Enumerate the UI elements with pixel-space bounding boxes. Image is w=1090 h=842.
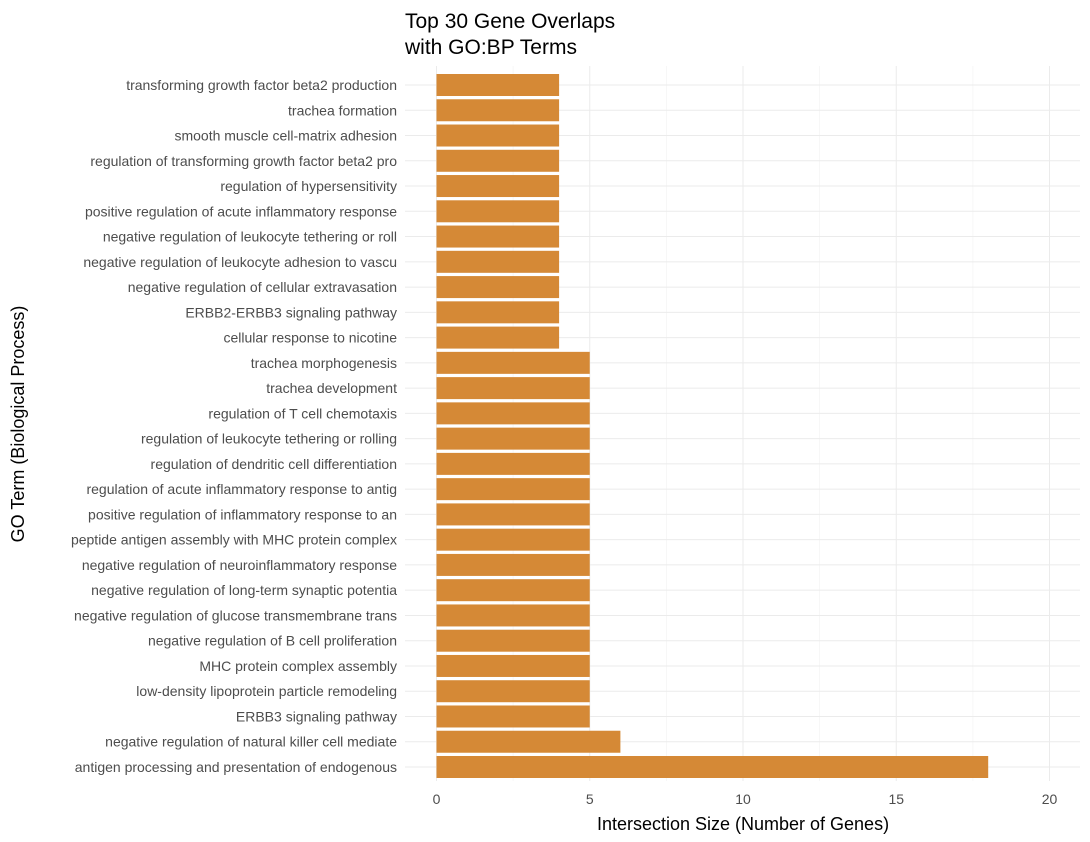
chart-title-line-1: Top 30 Gene Overlaps: [405, 10, 615, 33]
y-tick-label: regulation of acute inflammatory respons…: [86, 481, 397, 497]
bar: [436, 756, 989, 778]
bar: [436, 326, 560, 349]
y-tick-label: antigen processing and presentation of e…: [75, 759, 397, 775]
y-tick-label: ERBB2-ERBB3 signaling pathway: [185, 304, 397, 320]
y-tick-label: low-density lipoprotein particle remodel…: [136, 683, 397, 699]
y-tick-label: negative regulation of natural killer ce…: [105, 734, 397, 750]
x-tick-label: 20: [1042, 791, 1058, 807]
y-tick-label: MHC protein complex assembly: [199, 658, 397, 674]
y-tick-label: negative regulation of leukocyte adhesio…: [83, 254, 397, 270]
y-tick-label: regulation of leukocyte tethering or rol…: [141, 431, 397, 447]
bar: [436, 200, 560, 223]
y-tick-label: negative regulation of leukocyte tetheri…: [103, 229, 397, 245]
x-tick-labels: 0 5 10 15 20: [433, 791, 1058, 807]
bar: [436, 579, 590, 602]
bar: [436, 377, 590, 400]
y-tick-label: transforming growth factor beta2 product…: [126, 77, 397, 93]
y-tick-labels: transforming growth factor beta2 product…: [71, 77, 397, 775]
bar: [436, 175, 560, 198]
y-tick-label: regulation of T cell chemotaxis: [208, 405, 397, 421]
bar: [436, 402, 590, 425]
x-tick-label: 10: [735, 791, 751, 807]
bar: [436, 301, 560, 324]
bar: [436, 427, 590, 450]
y-tick-label: peptide antigen assembly with MHC protei…: [71, 532, 397, 548]
y-tick-label: positive regulation of acute inflammator…: [85, 203, 397, 219]
y-tick-label: trachea development: [266, 380, 397, 396]
bar: [436, 604, 590, 627]
y-tick-label: trachea formation: [288, 102, 397, 118]
y-tick-label: negative regulation of B cell proliferat…: [148, 633, 397, 649]
bar: [436, 124, 560, 147]
bars: [436, 74, 989, 778]
bar: [436, 730, 621, 753]
x-tick-label: 15: [888, 791, 904, 807]
y-tick-label: trachea morphogenesis: [251, 355, 397, 371]
y-tick-label: regulation of hypersensitivity: [220, 178, 397, 194]
y-tick-label: positive regulation of inflammatory resp…: [88, 506, 397, 522]
bar: [436, 654, 590, 677]
y-tick-label: regulation of transforming growth factor…: [90, 153, 397, 169]
y-tick-label: ERBB3 signaling pathway: [236, 708, 397, 724]
y-tick-label: negative regulation of long-term synapti…: [91, 582, 397, 598]
bar: [436, 629, 590, 652]
bar: [436, 276, 560, 299]
y-tick-label: smooth muscle cell-matrix adhesion: [174, 128, 397, 144]
y-tick-label: regulation of dendritic cell differentia…: [151, 456, 397, 472]
bar: [436, 680, 590, 703]
x-axis-title: Intersection Size (Number of Genes): [597, 814, 889, 834]
x-tick-label: 5: [586, 791, 594, 807]
bar: [436, 503, 590, 526]
bar: [436, 528, 590, 551]
y-tick-label: negative regulation of neuroinflammatory…: [82, 557, 397, 573]
bar: [436, 553, 590, 576]
y-tick-label: negative regulation of cellular extravas…: [128, 279, 397, 295]
bar: [436, 705, 590, 728]
bar: [436, 225, 560, 248]
bar: [436, 351, 590, 374]
bar: [436, 250, 560, 273]
bar: [436, 74, 560, 96]
chart-title-line-2: with GO:BP Terms: [404, 36, 577, 59]
y-tick-label: cellular response to nicotine: [223, 330, 397, 346]
bar: [436, 149, 560, 172]
x-tick-label: 0: [433, 791, 441, 807]
y-tick-label: negative regulation of glucose transmemb…: [74, 607, 397, 623]
bar: [436, 478, 590, 501]
y-axis-title: GO Term (Biological Process): [8, 306, 28, 543]
bar: [436, 99, 560, 122]
bar: [436, 452, 590, 475]
